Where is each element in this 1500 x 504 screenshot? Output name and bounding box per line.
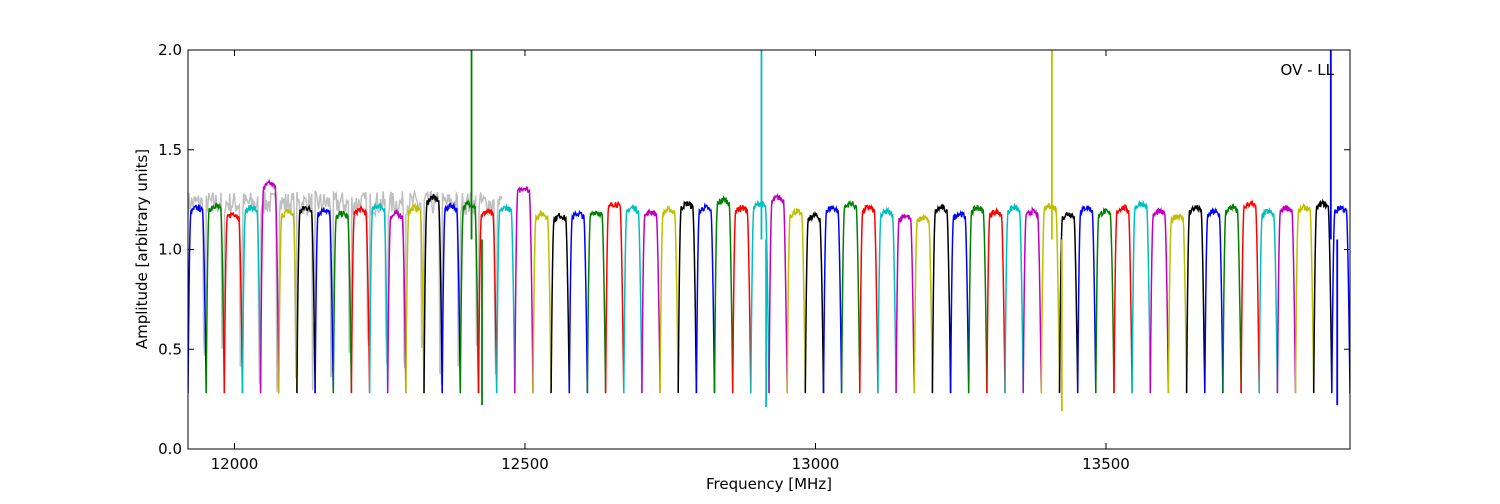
channel-line <box>895 213 916 394</box>
channel-line <box>1222 203 1242 394</box>
channel-line <box>1131 199 1152 394</box>
channel-line <box>514 186 534 394</box>
channel-line <box>840 199 861 394</box>
channel-line <box>677 200 698 394</box>
channel-line <box>368 202 389 394</box>
channel-line <box>532 209 552 394</box>
channel-line <box>1040 203 1061 394</box>
channel-line <box>1095 207 1115 394</box>
channel-line <box>550 212 571 394</box>
channel-line <box>877 206 897 394</box>
channel-line <box>1022 206 1043 394</box>
channel-line <box>188 204 207 394</box>
channel-line <box>495 203 516 394</box>
channel-line <box>1113 203 1133 394</box>
channel-line <box>296 204 316 394</box>
channel-line <box>786 207 807 394</box>
channel-line <box>695 202 716 394</box>
channel-line <box>1312 198 1333 394</box>
channel-line <box>386 208 407 394</box>
channel-line <box>731 205 752 394</box>
channel-line <box>1058 211 1079 394</box>
x-tick-label: 12500 <box>501 455 549 473</box>
channel-line <box>641 208 661 394</box>
channel-line <box>768 192 788 394</box>
channel-line <box>1331 204 1350 394</box>
channel-line <box>1204 207 1224 394</box>
x-tick-label: 13000 <box>792 455 840 473</box>
channel-line <box>1149 206 1170 394</box>
channel-line <box>241 204 262 394</box>
y-tick-label: 0.5 <box>158 340 182 358</box>
channel-line <box>586 210 607 394</box>
y-tick-label: 2.0 <box>158 41 182 59</box>
y-tick-label: 1.5 <box>158 141 182 159</box>
channel-line <box>332 210 353 394</box>
background-series-line <box>188 189 503 393</box>
channel-line <box>804 211 825 394</box>
channel-line <box>568 209 589 394</box>
x-tick-label: 12000 <box>211 455 259 473</box>
channel-line <box>441 201 462 394</box>
channel-line <box>1258 206 1279 394</box>
y-axis-label: Amplitude [arbitrary units] <box>133 149 151 349</box>
y-tick-label: 0.0 <box>158 440 182 458</box>
channel-line <box>822 204 843 394</box>
channel-line <box>205 202 226 394</box>
channel-line <box>1240 198 1260 394</box>
channel-line <box>931 203 952 394</box>
series-layer <box>188 50 1350 412</box>
channel-line <box>477 208 498 394</box>
channel-line <box>986 206 1006 394</box>
channel-line <box>713 194 734 394</box>
channel-line <box>967 204 988 394</box>
channel-line <box>278 208 298 394</box>
channel-line <box>350 204 371 394</box>
channel-line <box>913 213 934 394</box>
channel-line <box>1294 203 1315 394</box>
channel-line <box>659 205 679 394</box>
channel-line <box>259 178 280 394</box>
channel-line <box>1276 205 1297 394</box>
channel-line <box>623 203 643 394</box>
y-tick-label: 1.0 <box>158 241 182 259</box>
channel-line <box>949 209 970 394</box>
channel-line <box>314 207 335 394</box>
x-tick-label: 13500 <box>1082 455 1130 473</box>
channel-line <box>1185 204 1206 394</box>
channel-line <box>423 193 443 394</box>
channel-line <box>859 203 879 394</box>
channel-line <box>223 211 244 394</box>
channel-line <box>750 199 770 394</box>
channel-line <box>604 200 625 394</box>
channel-line <box>1076 204 1097 394</box>
x-axis-label: Frequency [MHz] <box>706 475 832 493</box>
channel-line <box>1004 202 1024 394</box>
channel-line <box>459 199 480 394</box>
channel-line <box>405 202 425 394</box>
channel-line <box>1167 213 1188 394</box>
ticks-layer: 12000 12500 13000 13500 0.0 0.5 1.0 1.5 2.0 <box>158 41 1350 473</box>
annotation-label: OV - LL <box>1281 61 1335 79</box>
